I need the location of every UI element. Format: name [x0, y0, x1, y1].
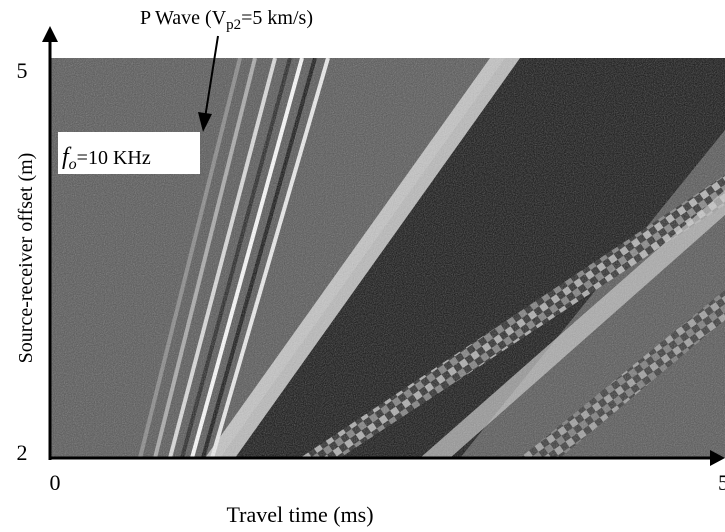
annotation-subscript: p2 [226, 17, 241, 33]
frequency-value: =10 KHz [77, 147, 151, 169]
x-tick-label: 5 [718, 470, 725, 495]
y-tick-label: 2 [17, 440, 28, 465]
annotation-arrowhead [198, 112, 212, 132]
x-tick-label: 0 [50, 470, 61, 495]
y-axis-label: Source-receiver offset (m) [15, 153, 37, 364]
frequency-label: fo=10 KHz [62, 144, 151, 173]
frequency-box [58, 132, 200, 174]
frequency-subscript: o [69, 156, 77, 173]
annotation-suffix: =5 km/s) [241, 7, 313, 29]
y-arrow [42, 26, 58, 42]
seismic-image [50, 58, 725, 458]
x-axis-label: Travel time (ms) [226, 502, 373, 527]
y-tick-label: 5 [17, 58, 28, 83]
annotation-arrow [204, 35, 219, 119]
annotation-prefix: P Wave (V [140, 7, 227, 29]
frequency-symbol: f [62, 144, 72, 170]
annotation: P Wave (Vp2=5 km/s) [140, 7, 313, 33]
x-arrow [710, 450, 725, 466]
